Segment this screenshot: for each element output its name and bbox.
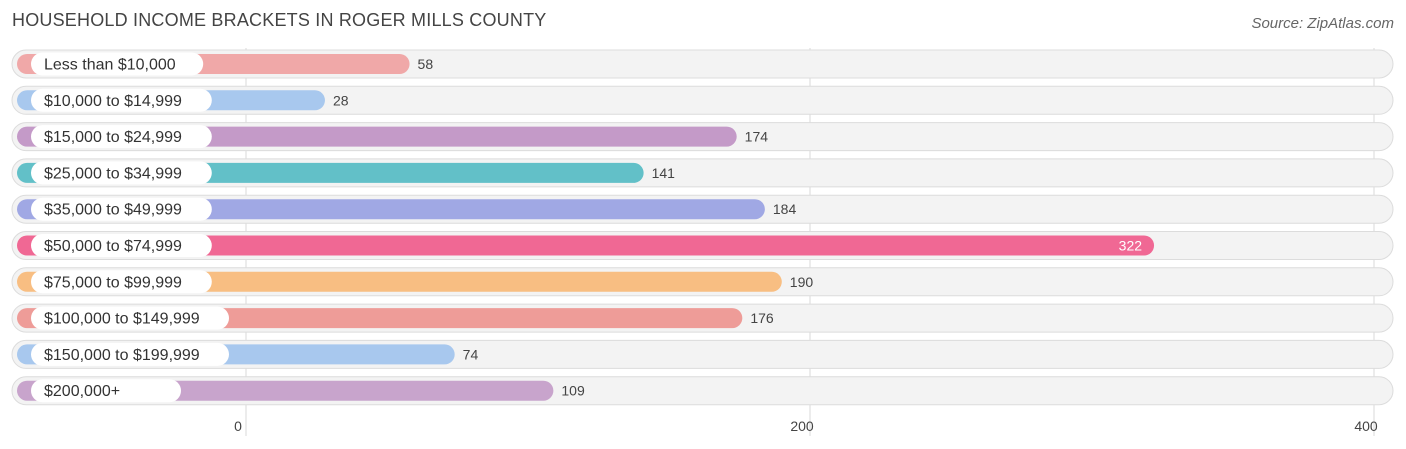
category-label: $200,000+: [44, 383, 120, 400]
chart-title: HOUSEHOLD INCOME BRACKETS IN ROGER MILLS…: [12, 10, 547, 30]
bar-row: $15,000 to $24,999 174: [11, 122, 1394, 152]
bar-row: Less than $10,000 58: [11, 49, 1394, 79]
x-axis: 0 200 400: [234, 418, 1378, 434]
value-label: 28: [333, 92, 349, 108]
category-label-pill: [31, 234, 212, 257]
bar-row: $100,000 to $149,999 176: [11, 303, 1394, 333]
category-label-pill: [31, 379, 181, 403]
value-label: 58: [418, 56, 434, 72]
row-background: [11, 85, 1394, 115]
bar-row: $35,000 to $49,999 184: [11, 194, 1394, 224]
bar-row: $75,000 to $99,999 190: [11, 267, 1394, 297]
category-label-pill: [31, 197, 212, 221]
chart-source: Source: ZipAtlas.com: [1251, 15, 1394, 32]
category-label: $75,000 to $99,999: [44, 274, 182, 291]
category-label: $15,000 to $24,999: [44, 129, 182, 146]
category-label: Less than $10,000: [44, 57, 176, 74]
value-label: 322: [1119, 238, 1143, 254]
x-tick-label: 200: [790, 418, 814, 434]
category-label: $25,000 to $34,999: [44, 165, 182, 182]
bar-row: $150,000 to $199,999 74: [11, 339, 1394, 369]
category-label-pill: [31, 125, 212, 149]
category-label: $35,000 to $49,999: [44, 202, 182, 219]
bar-row: $25,000 to $34,999 141: [11, 158, 1394, 188]
value-label: 176: [750, 310, 774, 326]
category-label-pill: [31, 270, 212, 294]
category-label-pill: [31, 88, 212, 112]
bar-row: $50,000 to $74,999 322: [11, 231, 1394, 260]
bar-row: $10,000 to $14,999 28: [11, 85, 1394, 115]
x-tick-label: 0: [234, 418, 242, 434]
value-label: 190: [790, 274, 814, 290]
category-label-pill: [31, 161, 212, 185]
rows-layer: Less than $10,000 58$10,000 to $14,999 28$…: [11, 49, 1394, 406]
bar-row: $200,000+ 109: [11, 376, 1394, 406]
value-label: 141: [652, 165, 676, 181]
category-label-pill: [31, 52, 204, 76]
category-label: $50,000 to $74,999: [44, 238, 182, 255]
value-label: 74: [463, 346, 479, 362]
category-label-pill: [31, 306, 229, 330]
value-label: 184: [773, 201, 797, 217]
category-label: $100,000 to $149,999: [44, 311, 200, 328]
bar: [17, 235, 1155, 256]
category-label: $150,000 to $199,999: [44, 347, 200, 364]
category-label: $10,000 to $14,999: [44, 93, 182, 110]
value-label: 174: [745, 129, 769, 145]
category-label-pill: [31, 342, 229, 366]
x-tick-label: 400: [1354, 418, 1378, 434]
value-label: 109: [561, 383, 585, 399]
